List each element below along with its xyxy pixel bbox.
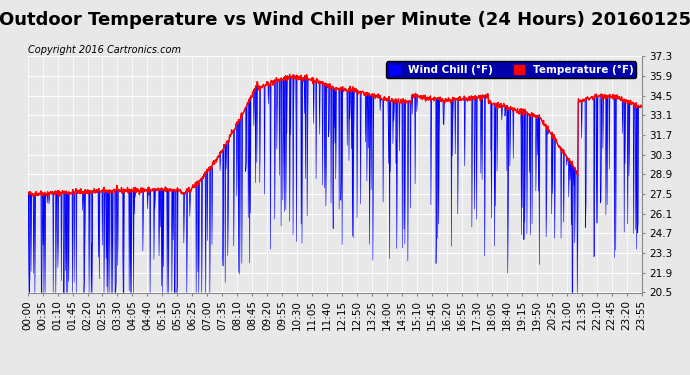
Text: Copyright 2016 Cartronics.com: Copyright 2016 Cartronics.com <box>28 45 181 55</box>
Legend: Wind Chill (°F), Temperature (°F): Wind Chill (°F), Temperature (°F) <box>386 62 636 78</box>
Text: Outdoor Temperature vs Wind Chill per Minute (24 Hours) 20160125: Outdoor Temperature vs Wind Chill per Mi… <box>0 11 690 29</box>
